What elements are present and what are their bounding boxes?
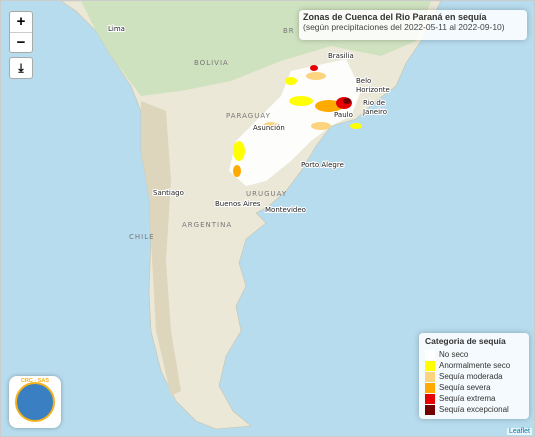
city-label: Horizonte <box>356 86 390 94</box>
legend: Categoria de sequía No seco Anormalmente … <box>419 333 529 419</box>
city-label: Montevideo <box>265 206 306 214</box>
legend-label: No seco <box>439 350 469 359</box>
download-button[interactable]: ⤓ <box>9 57 33 79</box>
title: Zonas de Cuenca del Rio Paraná en sequía <box>303 12 487 22</box>
city-label: Lima <box>108 25 125 33</box>
country-label: BR <box>283 27 295 35</box>
legend-item: Sequía excepcional <box>425 404 523 415</box>
legend-label: Sequía moderada <box>439 372 503 381</box>
country-label: PARAGUAY <box>226 112 271 120</box>
logo: CRC - SAS <box>9 376 61 428</box>
andes <box>141 101 181 396</box>
country-label: CHILE <box>129 233 155 241</box>
city-label: Rio de <box>363 99 385 107</box>
attribution[interactable]: Leaflet <box>506 428 532 435</box>
legend-title: Categoria de sequía <box>425 336 506 346</box>
city-label: Brasilia <box>328 52 354 60</box>
city-label: Asunción <box>253 124 285 132</box>
legend-swatch <box>425 349 435 360</box>
legend-item: Sequía moderada <box>425 371 523 382</box>
country-label: ARGENTINA <box>182 221 232 229</box>
legend-item: Sequía severa <box>425 382 523 393</box>
legend-swatch <box>425 360 435 371</box>
legend-item: Anormalmente seco <box>425 360 523 371</box>
city-label: Buenos Aires <box>215 200 261 208</box>
subtitle: (según precipitaciones del 2022-05-11 al… <box>303 22 505 32</box>
city-label: Paulo <box>334 111 353 119</box>
title-box: Zonas de Cuenca del Rio Paraná en sequía… <box>299 10 527 40</box>
city-label: Porto Alegre <box>301 161 344 169</box>
legend-swatch <box>425 382 435 393</box>
legend-item: No seco <box>425 349 523 360</box>
legend-swatch <box>425 371 435 382</box>
legend-label: Anormalmente seco <box>439 361 511 370</box>
zoom-out-button[interactable]: − <box>16 34 26 51</box>
legend-swatch <box>425 393 435 404</box>
legend-label: Sequía severa <box>439 383 491 392</box>
logo-text: CRC - SAS <box>20 378 50 384</box>
city-label: Belo <box>356 77 371 85</box>
country-label: BOLIVIA <box>194 59 229 67</box>
city-label: Santiago <box>153 189 184 197</box>
legend-label: Sequía extrema <box>439 394 496 403</box>
legend-item: Sequía extrema <box>425 393 523 404</box>
country-label: URUGUAY <box>246 190 287 198</box>
city-label: Janeiro <box>362 108 387 116</box>
legend-label: Sequía excepcional <box>439 405 509 414</box>
place-labels: Lima Brasilia Belo Horizonte Rio de Jane… <box>107 24 391 241</box>
drought-basin <box>229 59 361 186</box>
zoom-control: + − <box>9 11 33 53</box>
drought-spots <box>233 65 362 177</box>
legend-swatch <box>425 404 435 415</box>
zoom-in-button[interactable]: + <box>10 12 32 33</box>
